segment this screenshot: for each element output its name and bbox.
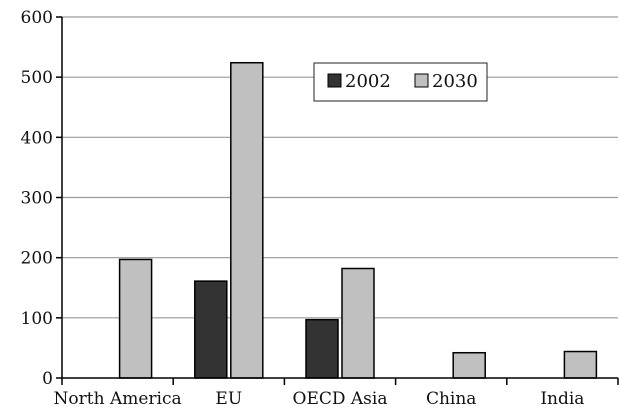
y-tick-label-3: 300 <box>21 189 53 209</box>
x-label-north-america: North America <box>54 389 182 409</box>
bars <box>118 61 598 379</box>
legend-swatch-2002 <box>327 73 342 88</box>
bar-2002-eu <box>194 280 228 379</box>
y-tick-label-5: 500 <box>21 68 53 88</box>
y-tick-label-4: 400 <box>21 128 53 148</box>
y-tick-label-1: 100 <box>21 309 53 329</box>
legend-label-2030: 2030 <box>432 71 478 92</box>
legend-box <box>313 62 488 102</box>
y-tick-label-0: 0 <box>42 369 53 389</box>
legend-label-2002: 2002 <box>345 71 391 92</box>
x-label-eu: EU <box>215 389 242 409</box>
legend-swatch-2030 <box>414 73 429 88</box>
legend: 2002 2030 <box>313 62 488 102</box>
x-axis-labels: North America EU OECD Asia China India <box>54 378 619 409</box>
y-tick-label-2: 200 <box>21 249 53 269</box>
x-label-oecd-asia: OECD Asia <box>293 389 388 409</box>
bar-2030-india <box>563 350 598 379</box>
y-axis-ticks: 0 100 200 300 400 500 600 <box>21 8 62 389</box>
bar-2030-oecd-asia <box>341 267 375 379</box>
x-label-china: China <box>426 389 476 409</box>
x-label-india: India <box>540 389 584 409</box>
bar-2030-north-america <box>118 258 153 379</box>
bar-2002-oecd-asia <box>305 318 339 379</box>
bar-2030-china <box>452 351 486 379</box>
bar-2030-eu <box>230 61 264 379</box>
y-tick-label-6: 600 <box>21 8 53 28</box>
